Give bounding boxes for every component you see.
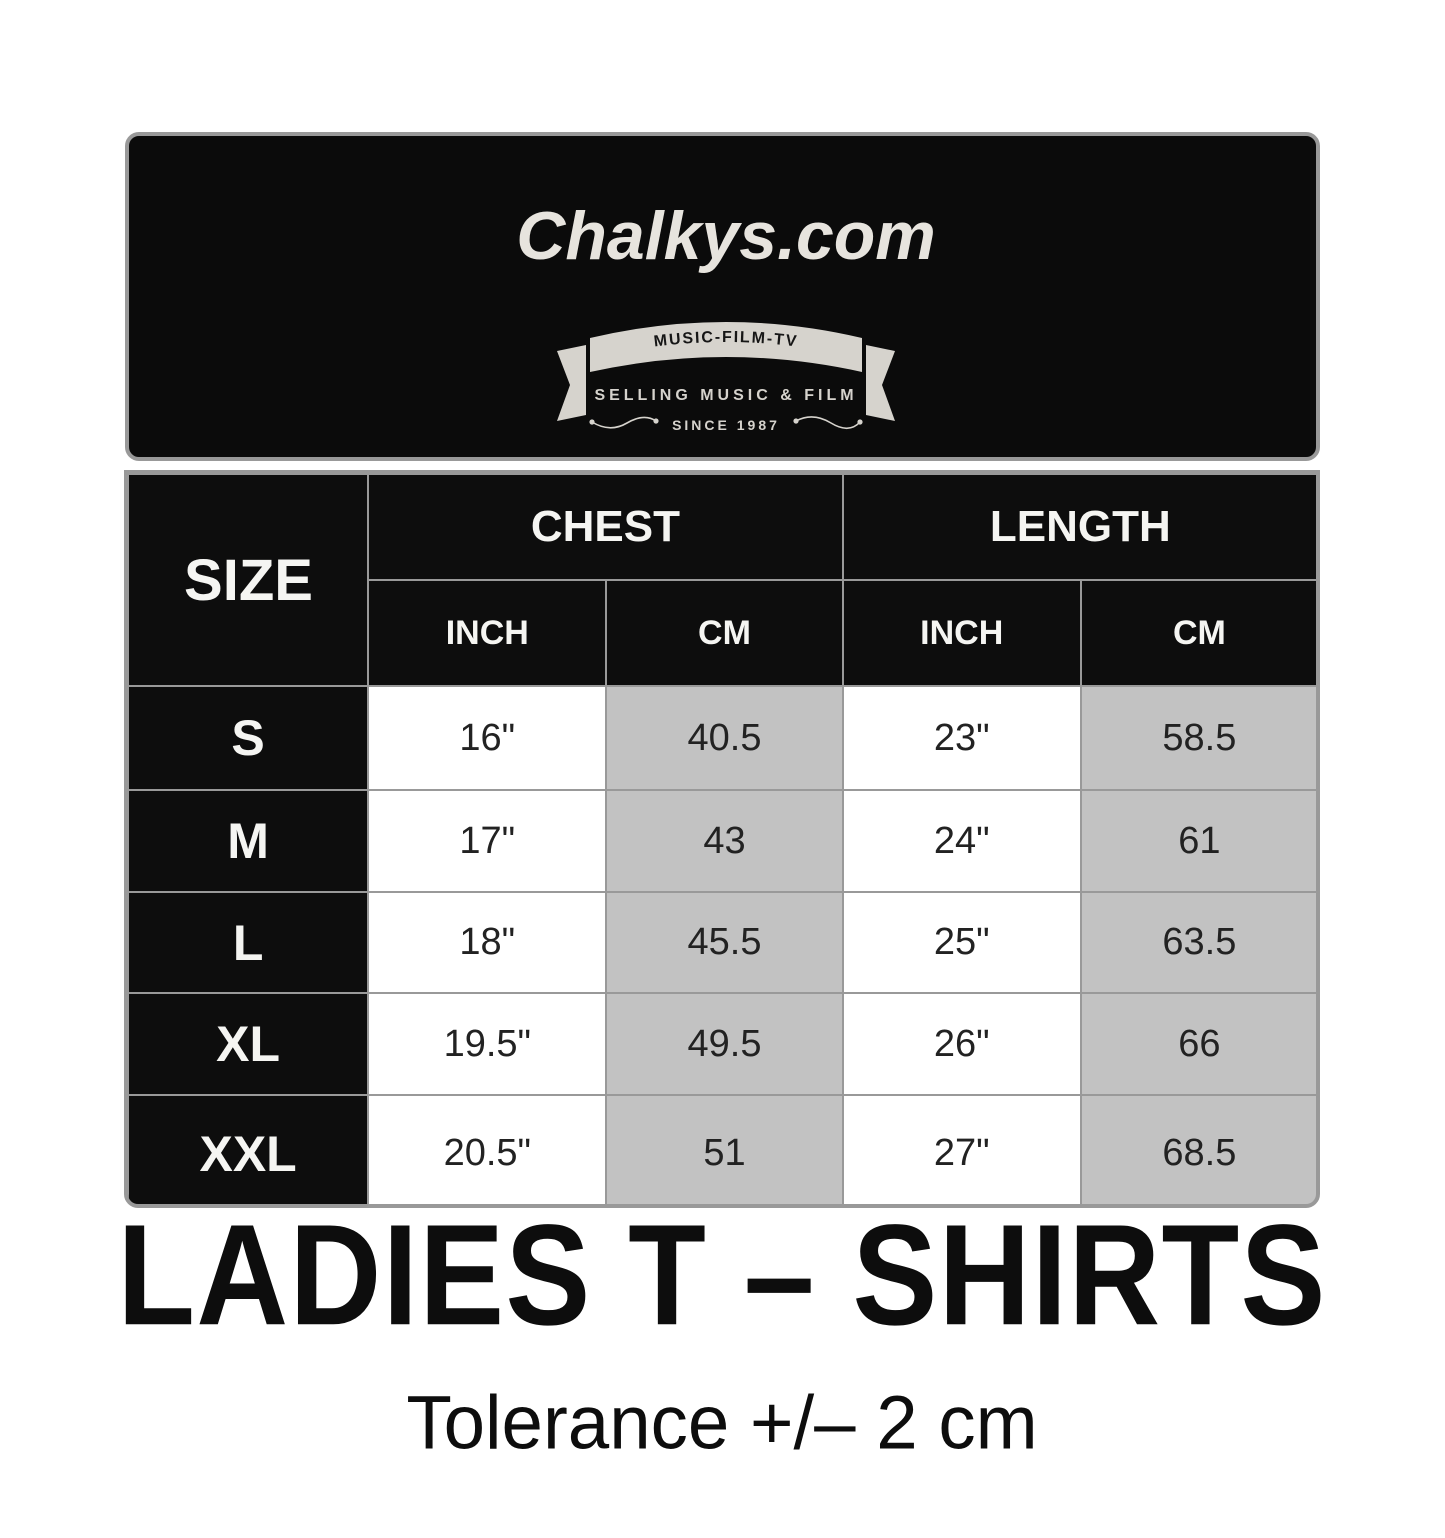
svg-text:SELLING MUSIC & FILM: SELLING MUSIC & FILM xyxy=(594,387,857,404)
svg-text:SINCE 1987: SINCE 1987 xyxy=(672,417,780,433)
svg-text:Chalkys.com: Chalkys.com xyxy=(516,198,936,274)
